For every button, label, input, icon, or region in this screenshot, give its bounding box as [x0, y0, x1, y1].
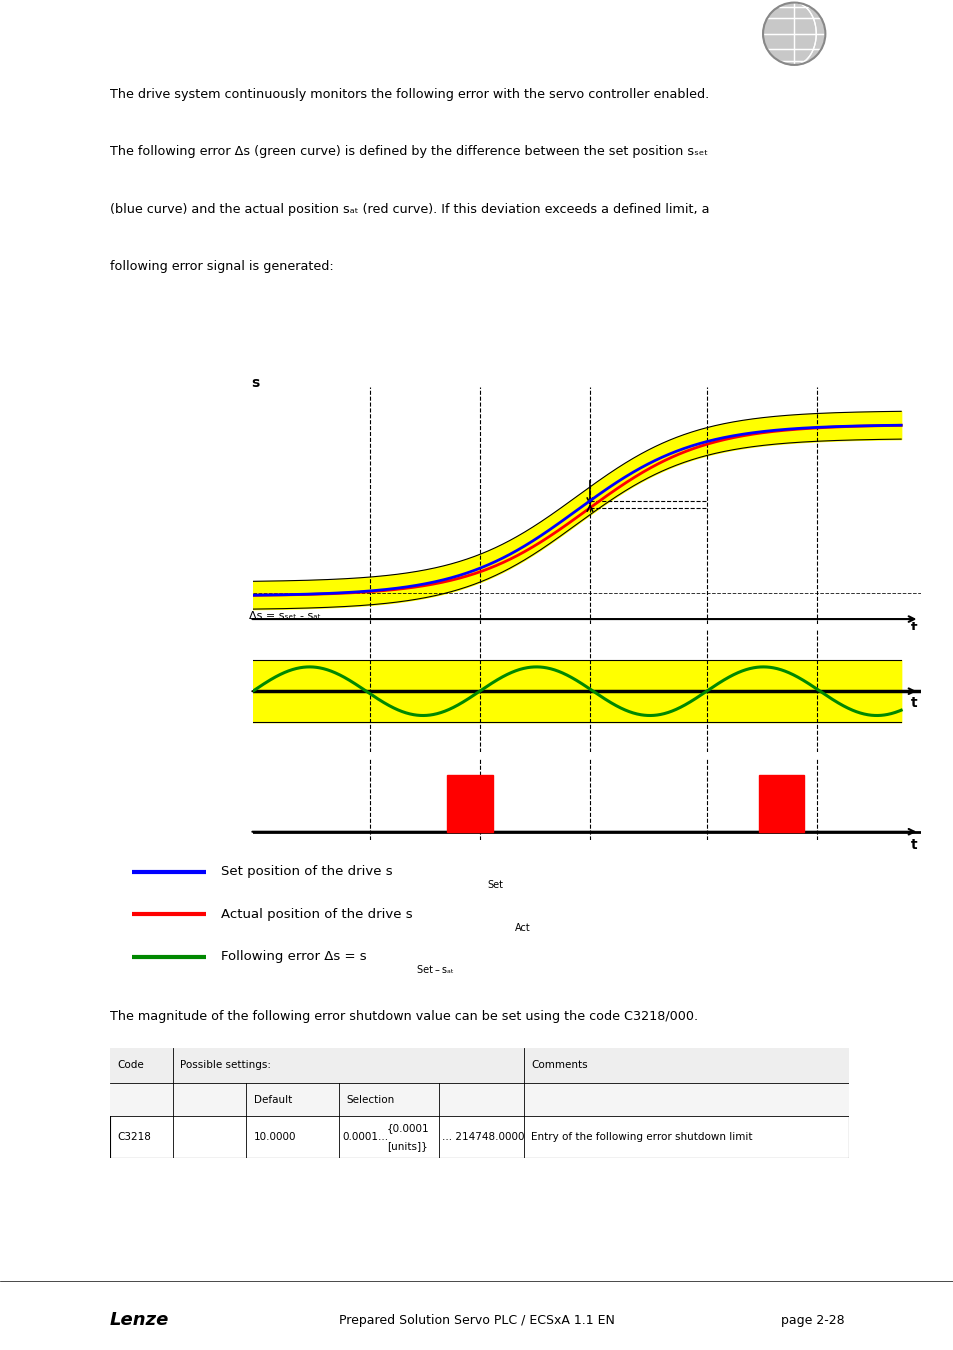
Text: C3218: C3218: [117, 1133, 151, 1142]
Text: Act: Act: [515, 923, 531, 933]
Text: 10.0000: 10.0000: [253, 1133, 296, 1142]
Text: [units]}: [units]}: [387, 1141, 427, 1152]
Bar: [758, 775, 803, 832]
Text: ... 214748.0000: ... 214748.0000: [442, 1133, 524, 1142]
Text: Set – sₐ⁣ₜ: Set – sₐ⁣ₜ: [416, 965, 454, 975]
Circle shape: [758, 0, 829, 70]
Text: t: t: [910, 838, 917, 852]
Text: t: t: [910, 695, 917, 710]
Text: The drive system continuously monitors the following error with the servo contro: The drive system continuously monitors t…: [110, 88, 708, 101]
Text: Default: Default: [253, 1095, 292, 1104]
Text: page 2-28: page 2-28: [780, 1314, 843, 1327]
Text: Comments: Comments: [531, 1060, 587, 1071]
Bar: [110, 1083, 848, 1116]
Text: 0.0001...: 0.0001...: [342, 1133, 388, 1142]
Text: Actual position of the drive s: Actual position of the drive s: [221, 907, 413, 921]
Text: Set position of the drive s: Set position of the drive s: [221, 865, 393, 879]
Text: following error signal is generated:: following error signal is generated:: [110, 261, 334, 273]
Text: {0.0001: {0.0001: [387, 1123, 429, 1134]
Bar: [110, 1048, 848, 1083]
Text: t: t: [910, 621, 917, 634]
Text: s: s: [251, 377, 259, 390]
Text: Δs = sₛₑₜ - sₐ⁣ₜ: Δs = sₛₑₜ - sₐ⁣ₜ: [250, 610, 321, 621]
Text: Code: Code: [117, 1060, 144, 1071]
Text: The magnitude of the following error shutdown value can be set using the code C3: The magnitude of the following error shu…: [110, 1010, 697, 1023]
Text: (blue curve) and the actual position sₐ⁣ₜ (red curve). If this deviation exceeds: (blue curve) and the actual position sₐ⁣…: [110, 202, 708, 216]
Circle shape: [762, 3, 824, 65]
Text: Lenze: Lenze: [110, 1311, 169, 1330]
Text: Set: Set: [486, 880, 502, 890]
Text: Prepared Solution Servo PLC / ECSxA 1.1 EN: Prepared Solution Servo PLC / ECSxA 1.1 …: [338, 1314, 615, 1327]
Text: Following error Δs = s: Following error Δs = s: [221, 950, 367, 964]
Text: Possible settings:: Possible settings:: [180, 1060, 271, 1071]
Text: Selection: Selection: [346, 1095, 395, 1104]
Bar: [447, 775, 492, 832]
Text: The following error Δs (green curve) is defined by the difference between the se: The following error Δs (green curve) is …: [110, 146, 707, 158]
Text: Entry of the following error shutdown limit: Entry of the following error shutdown li…: [531, 1133, 752, 1142]
